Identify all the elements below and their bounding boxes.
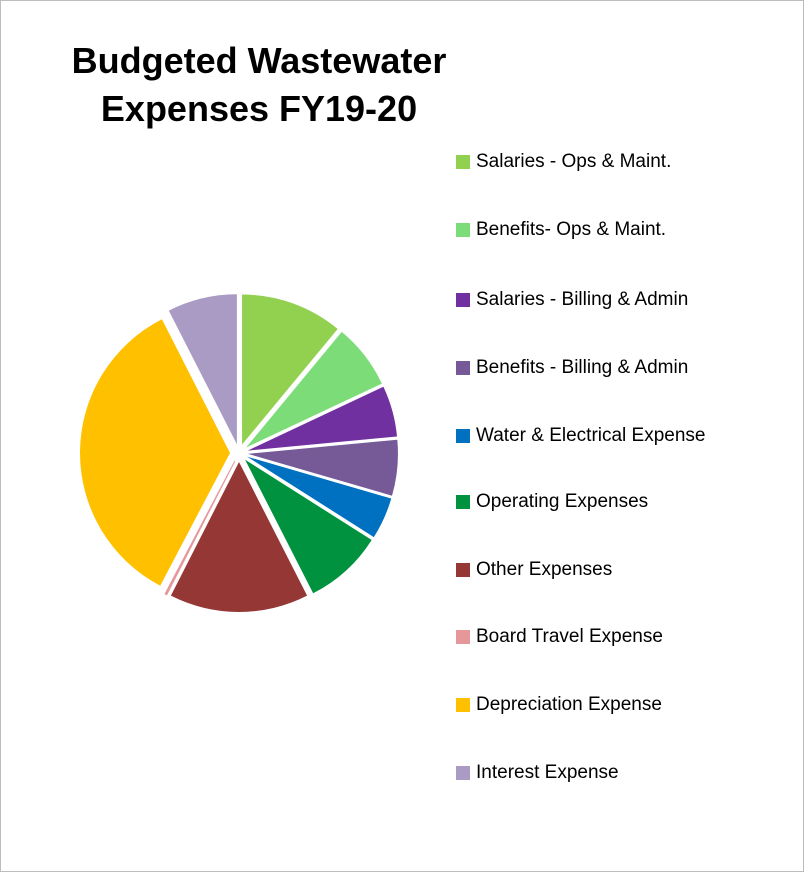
pie-slice [80, 319, 231, 586]
legend-label: Benefits- Ops & Maint. [476, 219, 667, 240]
pie-slice [168, 294, 237, 445]
legend-label: Water & Electrical Expense [476, 425, 706, 446]
legend-swatch [456, 766, 470, 780]
legend-swatch [456, 361, 470, 375]
legend-swatch [456, 155, 470, 169]
legend-item: Board Travel Expense [456, 620, 726, 653]
legend-label: Salaries - Ops & Maint. [476, 151, 672, 172]
legend-item: Benefits - Billing & Admin [456, 351, 726, 384]
legend-item: Water & Electrical Expense [456, 419, 726, 452]
chart-title: Budgeted Wastewater Expenses FY19-20 [71, 40, 447, 129]
legend-label: Other Expenses [476, 559, 613, 580]
legend-item: Salaries - Billing & Admin [456, 283, 726, 316]
legend-swatch [456, 630, 470, 644]
pie-slice [245, 459, 372, 594]
legend-item: Interest Expense [456, 756, 726, 789]
legend-swatch [456, 223, 470, 237]
legend-label: Operating Expenses [476, 491, 649, 512]
legend-item: Salaries - Ops & Maint. [456, 145, 726, 178]
legend-swatch [456, 429, 470, 443]
legend-item: Other Expenses [456, 553, 726, 586]
pie-slice [170, 462, 308, 613]
pie-slice [247, 439, 398, 496]
legend-swatch [456, 698, 470, 712]
legend-item: Operating Expenses [456, 485, 726, 518]
pie-slice [164, 460, 236, 596]
legend-swatch [456, 495, 470, 509]
legend-label: Benefits - Billing & Admin [476, 357, 689, 378]
pie-slice [247, 456, 392, 538]
legend-label: Salaries - Billing & Admin [476, 289, 689, 310]
legend-label: Interest Expense [476, 762, 619, 783]
legend-label: Board Travel Expense [476, 626, 663, 647]
legend-label: Depreciation Expense [476, 694, 662, 715]
pie-slice [246, 331, 382, 448]
pie-slice [247, 386, 398, 451]
legend-item: Benefits- Ops & Maint. [456, 213, 726, 246]
pie-slice [242, 294, 338, 445]
legend-swatch [456, 293, 470, 307]
legend-swatch [456, 563, 470, 577]
legend-item: Depreciation Expense [456, 688, 726, 721]
